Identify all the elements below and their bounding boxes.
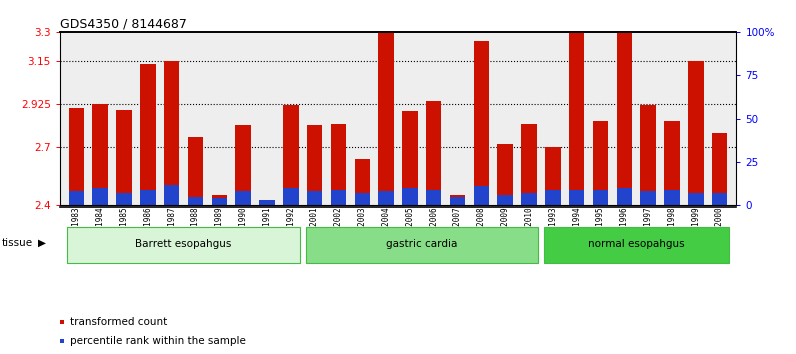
Bar xyxy=(617,188,632,205)
Bar xyxy=(521,193,537,205)
Text: GDS4350 / 8144687: GDS4350 / 8144687 xyxy=(60,18,186,31)
Bar xyxy=(426,101,442,205)
Bar xyxy=(164,61,179,205)
Bar xyxy=(641,105,656,205)
Bar xyxy=(116,110,132,205)
Text: transformed count: transformed count xyxy=(70,317,168,327)
Bar xyxy=(641,192,656,205)
Bar xyxy=(378,33,394,205)
Bar xyxy=(712,133,728,205)
Bar xyxy=(450,195,466,205)
Bar xyxy=(664,120,680,205)
Bar xyxy=(92,188,108,205)
Bar xyxy=(521,124,537,205)
Text: ▶: ▶ xyxy=(38,238,46,248)
FancyBboxPatch shape xyxy=(68,227,300,263)
Bar xyxy=(68,108,84,205)
Bar xyxy=(569,33,584,205)
Bar xyxy=(664,190,680,205)
Bar xyxy=(498,195,513,205)
Bar xyxy=(545,147,560,205)
Bar xyxy=(378,192,394,205)
Bar xyxy=(140,64,155,205)
Text: percentile rank within the sample: percentile rank within the sample xyxy=(70,336,246,346)
Bar xyxy=(426,190,442,205)
Bar xyxy=(688,61,704,205)
Bar xyxy=(307,192,322,205)
Text: normal esopahgus: normal esopahgus xyxy=(588,239,685,249)
Bar xyxy=(212,195,227,205)
Bar xyxy=(283,105,298,205)
Text: Barrett esopahgus: Barrett esopahgus xyxy=(135,239,232,249)
Bar xyxy=(236,192,251,205)
Bar xyxy=(450,197,466,205)
Bar xyxy=(712,193,728,205)
Text: gastric cardia: gastric cardia xyxy=(386,239,458,249)
Bar xyxy=(188,197,203,205)
FancyBboxPatch shape xyxy=(306,227,538,263)
Bar xyxy=(402,111,418,205)
Bar xyxy=(116,193,132,205)
Bar xyxy=(617,33,632,205)
Bar xyxy=(402,188,418,205)
Bar xyxy=(330,124,346,205)
Bar xyxy=(259,200,275,205)
Bar xyxy=(164,184,179,205)
Bar xyxy=(212,198,227,205)
Bar xyxy=(569,190,584,205)
Bar xyxy=(354,193,370,205)
Bar xyxy=(259,204,275,205)
Text: tissue: tissue xyxy=(2,238,33,248)
Bar xyxy=(307,125,322,205)
Bar xyxy=(188,137,203,205)
Bar xyxy=(236,125,251,205)
Bar xyxy=(593,190,608,205)
Bar xyxy=(498,144,513,205)
Bar xyxy=(354,159,370,205)
Bar xyxy=(474,41,489,205)
Bar xyxy=(688,193,704,205)
Bar xyxy=(545,190,560,205)
Bar xyxy=(330,190,346,205)
Bar xyxy=(283,188,298,205)
FancyBboxPatch shape xyxy=(544,227,728,263)
Bar xyxy=(593,120,608,205)
Bar xyxy=(474,186,489,205)
Bar xyxy=(68,192,84,205)
Bar xyxy=(140,190,155,205)
Bar xyxy=(92,104,108,205)
